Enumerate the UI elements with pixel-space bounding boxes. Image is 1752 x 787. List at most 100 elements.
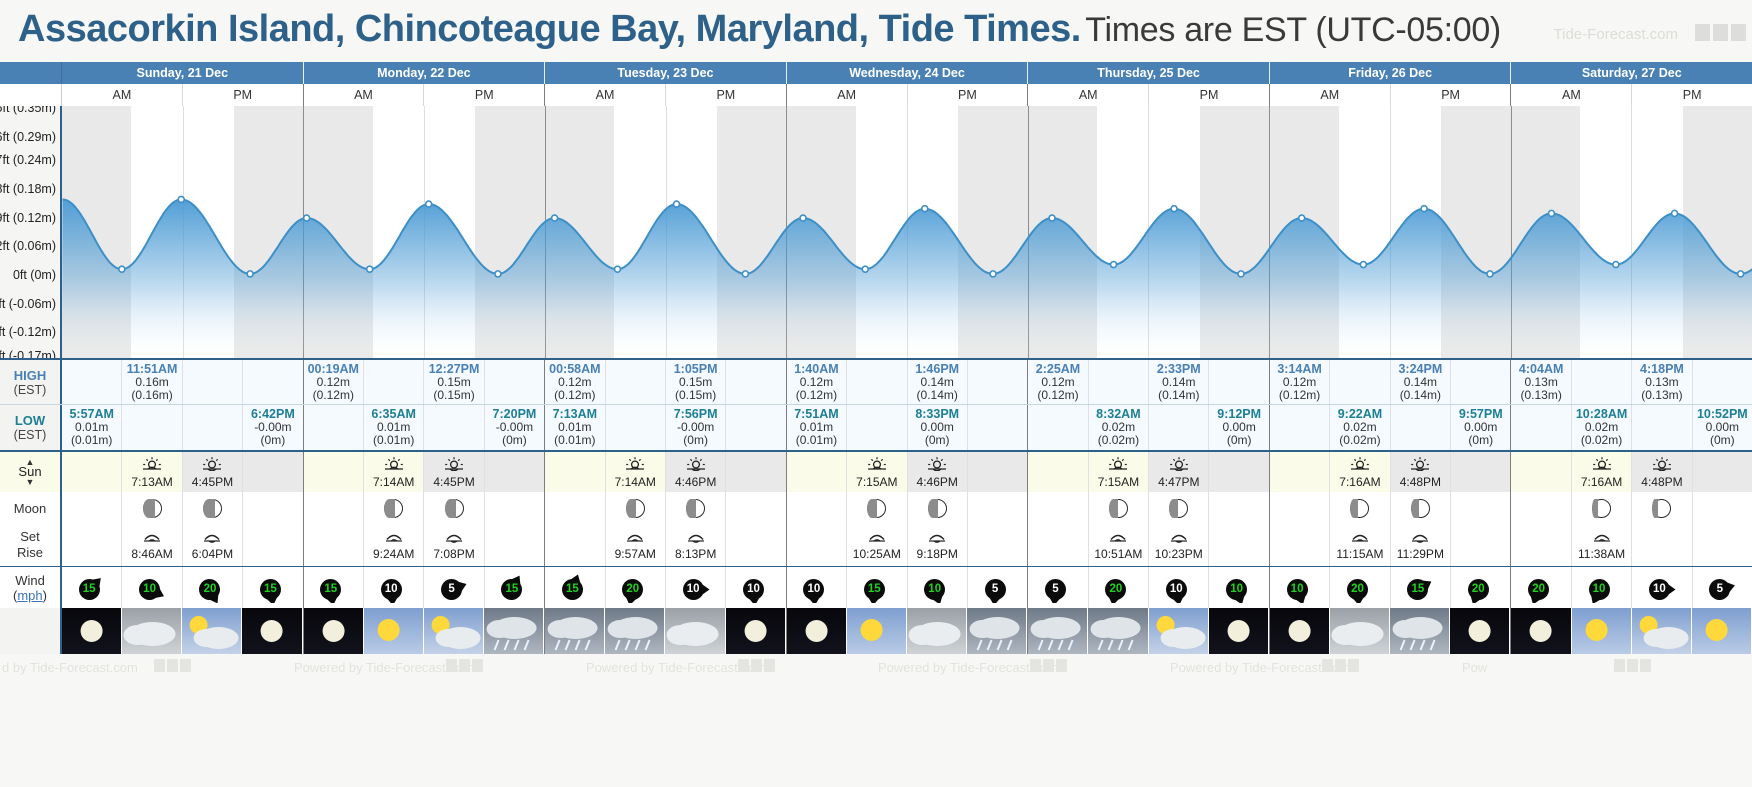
wind-cell: 10: [1571, 567, 1633, 608]
weather-icon-sunny: [1571, 608, 1631, 654]
high-tide-height-alt: (0.12m): [1278, 387, 1321, 402]
y-axis-tick-8: -0.38ft (-0.12m): [0, 325, 56, 340]
moon-phase-row: Moon: [0, 492, 1752, 524]
wind-unit-link[interactable]: mph: [17, 587, 43, 603]
low-tide-height: 0.01m: [376, 420, 411, 434]
moon-phase-icon: [1410, 498, 1430, 518]
wind-cell: 10: [726, 567, 786, 608]
high-tide-height-alt: (0.13m): [1520, 387, 1562, 402]
wind-speed-value: 10: [1226, 578, 1248, 600]
tide-extremum-marker: [861, 265, 870, 274]
high-tide-cell: [182, 360, 244, 404]
tide-extremum-marker: [1109, 260, 1118, 269]
rain-drops-icon: [1098, 639, 1134, 651]
low-tide-height: -0.00m: [676, 420, 715, 434]
high-tide-time: 2:33PM: [1156, 361, 1201, 376]
footer-badge-icon: [1614, 659, 1625, 672]
low-tide-label-tz: (EST): [13, 428, 47, 442]
high-tide-cell: 00:19AM 0.12m (0.12m): [303, 360, 364, 404]
sunset-icon: [928, 456, 947, 471]
high-tide-height-alt: (0.12m): [1037, 387, 1079, 402]
moon-cell: [1269, 492, 1331, 524]
rain-drops-icon: [554, 639, 591, 651]
wind-day-group-2: 15 20 10 10: [545, 567, 787, 608]
ampm-day-group-0: AM PM: [62, 84, 304, 106]
low-tide-time: 8:33PM: [915, 407, 960, 421]
sunset-icon: [445, 456, 464, 471]
wind-cell: 20: [182, 567, 244, 608]
weather-cell: [423, 608, 484, 654]
moon-cell: [122, 492, 183, 524]
ampm-day-group-1: AM PM: [304, 84, 546, 106]
high-tide-label-tz: (EST): [13, 382, 47, 397]
footer-badge-icon: [1322, 659, 1333, 672]
wind-cell: 15: [484, 567, 545, 608]
moonrise-icon-wrap: [686, 529, 706, 548]
ampmbar-axis-spacer: [0, 84, 62, 106]
moon-icon: [1227, 620, 1250, 642]
footer-badge-group-1: [446, 659, 483, 672]
moonset-time: 10:25AM: [852, 547, 901, 561]
moon-setrise-day-group-6: 11:38AM: [1511, 524, 1752, 566]
day-header-6: Saturday, 27 Dec: [1511, 62, 1752, 84]
wind-speed-value: 10: [924, 578, 946, 600]
moon-lit-portion: [625, 498, 636, 518]
sunrise-icon-wrap: [142, 456, 162, 476]
low-tide-height-alt: (0.01m): [71, 433, 113, 447]
sunrise-icon-wrap: [384, 456, 404, 476]
high-tide-height: 0.15m: [678, 374, 713, 389]
sunrise-icon: [1350, 456, 1369, 470]
sunset-time: 4:48PM: [1399, 474, 1442, 489]
low-tide-height-alt: (0m): [924, 433, 950, 447]
moonrise-time: 7:08PM: [433, 547, 475, 561]
high-tide-row: HIGH (EST) 11:51AM 0.16m (0.16m) 00:19AM 0.1…: [0, 358, 1752, 404]
wind-badge: 15: [860, 573, 894, 603]
moonset-arc-icon: [1593, 534, 1610, 542]
footer-badge-group-4: [1322, 659, 1359, 672]
sun-cell: 7:14AM: [363, 452, 425, 492]
moon-cell: [545, 492, 606, 524]
low-tide-cell: [605, 405, 666, 450]
moon-setrise-cell: 7:08PM: [424, 524, 485, 566]
low-tide-cell: 9:57PM 0.00m (0m): [1451, 405, 1511, 450]
sun-icon: [377, 619, 400, 641]
moon-cell: [1088, 492, 1150, 524]
tide-extremum-marker: [302, 214, 311, 222]
moon-cell: [484, 492, 545, 524]
wind-badge: 15: [256, 573, 290, 603]
wind-day-group-1: 15 10 5 15: [303, 567, 546, 608]
moonset-icon-wrap: [867, 529, 887, 548]
wind-day-group-0: 15 10 20 15: [62, 567, 304, 608]
tide-y-axis: 1.15ft (0.35m) 0.96ft (0.29m) 0.77ft (0.24…: [0, 106, 62, 358]
moon-rise-label: Rise: [16, 545, 43, 560]
moon-setrise-day-group-5: 11:15AM 11:29PM: [1269, 524, 1512, 566]
sun-cell: [62, 452, 123, 492]
low-tide-day-group-1: 6:35AM 0.01m (0.01m) 7:20PM -0.00m (0m): [303, 405, 546, 450]
high-tide-height: 0.15m: [437, 374, 471, 389]
high-tide-height-alt: (0.16m): [131, 387, 173, 402]
moon-phase-icon: [1169, 498, 1189, 518]
tide-extremum-marker: [365, 265, 374, 274]
day-separator-6: [1510, 106, 1512, 358]
weather-icon-cloudy: [907, 608, 967, 654]
sun-day-group-1: 7:14AM 4:45PM: [303, 452, 546, 492]
sunrise-time: 7:13AM: [131, 474, 173, 489]
low-tide-height-alt: (0.01m): [554, 433, 596, 447]
sun-day-group-2: 7:14AM 4:46PM: [545, 452, 787, 492]
sunset-icon: [1652, 456, 1671, 471]
tide-extremum-marker: [799, 214, 807, 222]
footer-badge-group-3: [1030, 659, 1067, 672]
high-tide-day-group-0: 11:51AM 0.16m (0.16m): [62, 360, 304, 404]
moon-set-label: Set: [20, 529, 40, 544]
moonrise-arc-icon: [1412, 534, 1429, 543]
tide-graph: 1.15ft (0.35m) 0.96ft (0.29m) 0.77ft (0.24…: [0, 106, 1752, 358]
low-tide-cell: 5:57AM 0.01m (0.01m): [62, 405, 123, 450]
sunrise-time: 7:16AM: [1339, 474, 1381, 489]
sunset-time: 4:48PM: [1641, 474, 1683, 489]
tide-extremum-marker: [672, 200, 681, 208]
moonset-time: 9:24AM: [372, 547, 415, 561]
weather-cell: [1330, 608, 1391, 654]
moon-cell: [1511, 492, 1572, 524]
wind-badge: 10: [135, 573, 169, 603]
moon-setrise-cell: 8:13PM: [665, 524, 727, 566]
